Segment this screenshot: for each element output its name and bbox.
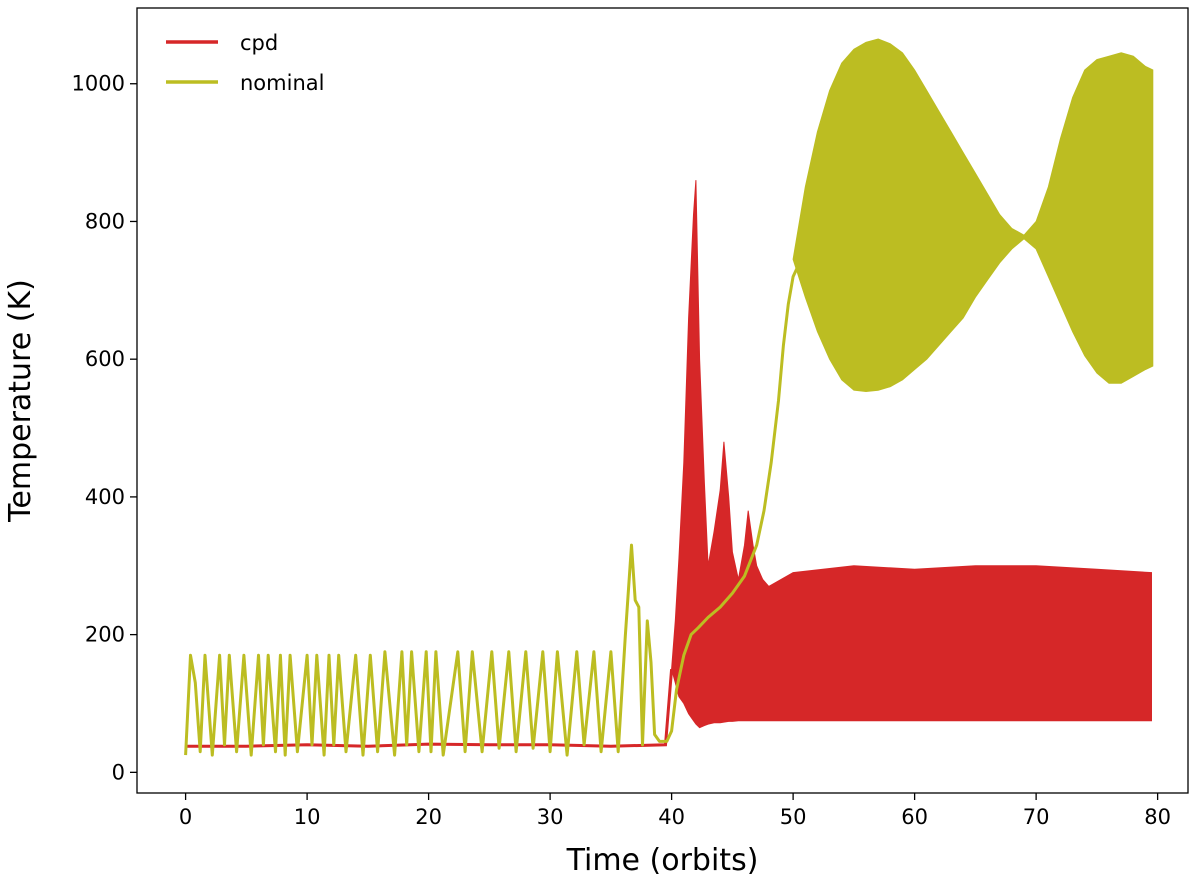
y-axis-title: Temperature (K): [3, 279, 38, 523]
nominal-oscillation-band: [792, 38, 1154, 393]
x-axis-title: Time (orbits): [566, 843, 759, 878]
y-axis: 0 200 400 600 800 1000: [72, 72, 137, 784]
x-tick-label: 0: [179, 805, 192, 829]
y-tick-label: 600: [85, 347, 125, 371]
x-tick-label: 10: [294, 805, 321, 829]
x-tick-label: 70: [1023, 805, 1050, 829]
y-tick-label: 400: [85, 485, 125, 509]
x-tick-label: 20: [415, 805, 442, 829]
plot-area: [184, 38, 1154, 757]
axes-frame: [136, 7, 1189, 794]
y-tick-label: 0: [112, 760, 125, 784]
y-tick-label: 800: [85, 209, 125, 233]
cpd-oscillation-band: [671, 180, 1152, 729]
nominal-series-line: [184, 265, 800, 757]
y-tick-label: 1000: [72, 72, 125, 96]
legend: cpd nominal: [166, 31, 324, 95]
legend-label-nominal: nominal: [240, 71, 324, 95]
legend-label-cpd: cpd: [240, 31, 278, 55]
y-tick-label: 200: [85, 623, 125, 647]
x-tick-label: 50: [780, 805, 807, 829]
x-axis: 0 10 20 30 40 50 60 70 80: [179, 793, 1171, 829]
x-tick-label: 60: [901, 805, 928, 829]
x-tick-label: 30: [537, 805, 564, 829]
x-tick-label: 40: [658, 805, 685, 829]
x-tick-label: 80: [1144, 805, 1171, 829]
